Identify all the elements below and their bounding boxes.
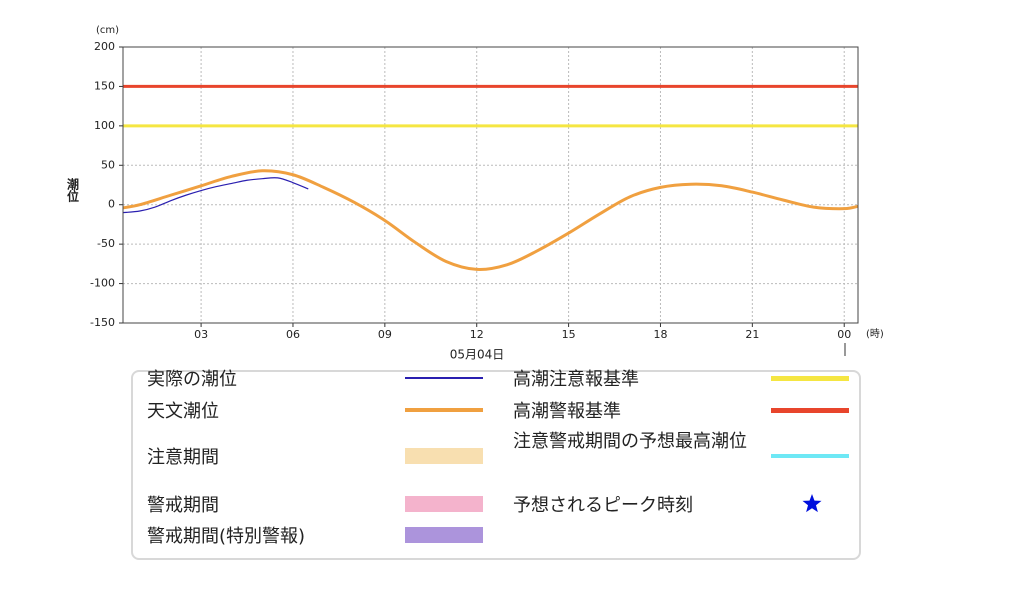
y-tick-label: 200 xyxy=(94,40,115,53)
legend-label: 実際の潮位 xyxy=(147,369,237,390)
y-tick-label: -100 xyxy=(90,277,115,290)
x-tick-label: 06 xyxy=(286,328,300,341)
y-label: 潮位 xyxy=(66,177,80,203)
y-tick-label: -50 xyxy=(97,237,115,250)
legend-label: 警戒期間(特別警報) xyxy=(147,526,306,547)
y-tick-label: 50 xyxy=(101,158,115,171)
plot-frame xyxy=(122,46,859,324)
x-tick-label: 18 xyxy=(653,328,667,341)
legend-label: 高潮注意報基準 xyxy=(513,369,639,390)
legend-swatch xyxy=(405,496,483,512)
y-tick-label: 0 xyxy=(108,198,115,211)
plot-area xyxy=(123,47,858,323)
x-tick-label: 12 xyxy=(470,328,484,341)
legend: 実際の潮位天文潮位注意期間警戒期間警戒期間(特別警報) 高潮注意報基準 高潮警報基準… xyxy=(131,369,861,560)
y-tick-label: -150 xyxy=(90,316,115,329)
y-unit: (cm) xyxy=(96,25,119,36)
tide-line xyxy=(122,177,309,214)
legend-swatch xyxy=(771,454,849,458)
tide-line xyxy=(122,169,859,271)
legend-swatch xyxy=(405,527,483,543)
legend-swatch xyxy=(405,408,483,412)
y-tick-label: 150 xyxy=(94,79,115,92)
x-tick-label: 09 xyxy=(378,328,392,341)
y-tick-label: 100 xyxy=(94,119,115,132)
x-tick-label: 15 xyxy=(562,328,576,341)
legend-label: 注意警戒期間の予想最高潮位 xyxy=(513,431,747,452)
x-tick-label: 03 xyxy=(194,328,208,341)
star-icon xyxy=(802,494,822,513)
legend-label: 天文潮位 xyxy=(147,401,219,422)
legend-swatch xyxy=(771,407,849,413)
legend-swatch xyxy=(771,375,849,381)
x-tick-label: 21 xyxy=(745,328,759,341)
legend-label: 高潮警報基準 xyxy=(513,401,621,422)
x-tick-label: 00 xyxy=(837,328,851,341)
star xyxy=(802,494,822,513)
legend-label: 予想されるピーク時刻 xyxy=(513,495,693,516)
legend-label: 注意期間 xyxy=(147,447,219,468)
legend-swatch xyxy=(405,377,483,379)
legend-swatch xyxy=(405,448,483,464)
date-label: 05月04日 xyxy=(450,348,505,362)
x-unit: (時) xyxy=(866,328,884,340)
chart: (cm) 潮位 (時) 05月04日 200 150 100 50 0 -50 -100 -1… xyxy=(66,25,884,362)
legend-label: 警戒期間 xyxy=(147,495,219,516)
